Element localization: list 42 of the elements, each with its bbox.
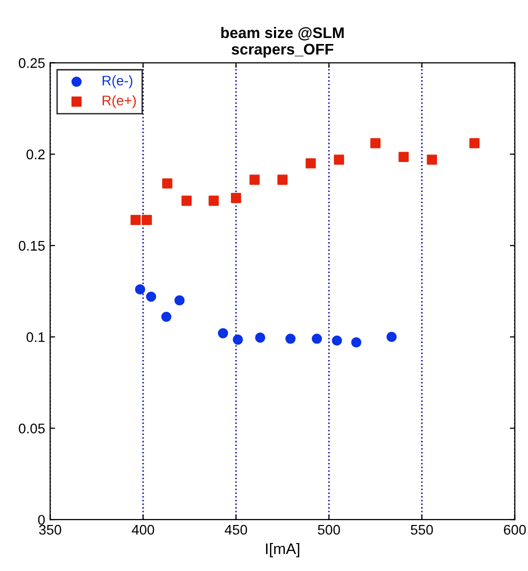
point	[146, 292, 156, 302]
x-tick-label: 400	[132, 524, 154, 535]
point	[312, 334, 322, 344]
x-tick-label: 550	[410, 524, 433, 535]
point	[426, 154, 437, 165]
point	[370, 138, 380, 148]
point	[334, 154, 344, 165]
legend-label: R(e-)	[102, 75, 132, 88]
point	[181, 196, 192, 206]
x-axis-title: I[mA]	[266, 542, 300, 558]
y-tick-label: 0.1	[26, 332, 45, 342]
point	[277, 174, 288, 185]
y-tick-label: 0	[38, 514, 45, 525]
point	[130, 214, 141, 226]
point	[230, 192, 242, 204]
x-tick-label: 350	[39, 524, 62, 535]
y-tick-label: 0.2	[26, 150, 45, 160]
point	[208, 196, 219, 206]
point	[351, 337, 362, 348]
point	[142, 214, 152, 226]
point	[232, 334, 243, 345]
point	[218, 328, 228, 338]
x-tick-label: 450	[224, 524, 248, 535]
point	[386, 332, 397, 342]
point	[174, 295, 185, 306]
point	[135, 284, 146, 294]
legend-label: R(e+)	[102, 95, 136, 108]
y-tick-label: 0.25	[18, 58, 45, 68]
point	[285, 334, 296, 344]
chart-title: beam size @SLM scrapers_OFF	[221, 26, 344, 58]
point	[306, 158, 316, 168]
point	[469, 138, 480, 148]
y-tick-label: 0.15	[18, 240, 45, 251]
point	[161, 312, 172, 322]
point	[250, 174, 260, 185]
point	[332, 335, 342, 346]
x-tick-label: 600	[504, 524, 526, 535]
point	[398, 152, 409, 162]
point	[255, 332, 266, 343]
point	[162, 178, 172, 188]
x-tick-label: 500	[318, 524, 340, 535]
y-tick-label: 0.05	[18, 424, 45, 434]
